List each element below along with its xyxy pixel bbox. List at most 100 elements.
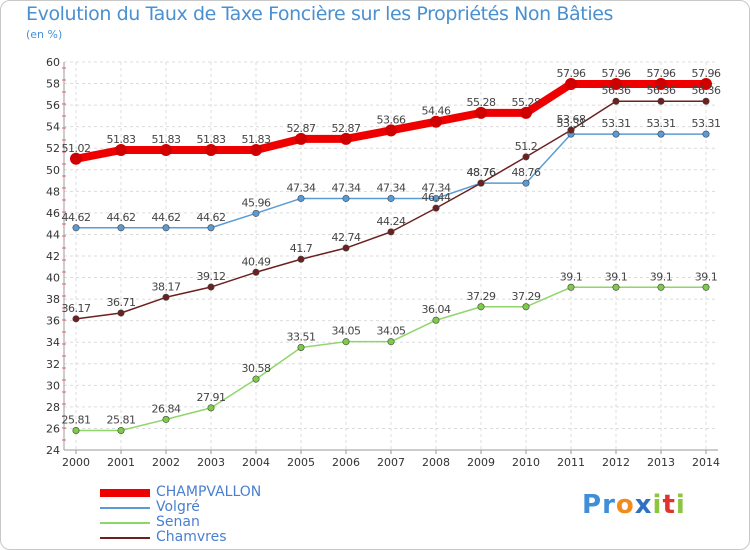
data-label: 42.74 — [332, 231, 361, 244]
x-tick-label: 2013 — [647, 456, 675, 469]
data-label: 44.62 — [62, 211, 91, 224]
legend-label-volgre: Volgré — [156, 499, 200, 515]
x-tick-label: 2007 — [377, 456, 405, 469]
data-point-volgré — [342, 194, 350, 202]
data-label: 51.83 — [152, 133, 181, 146]
y-tick-label: 58 — [46, 78, 60, 91]
x-tick-label: 2002 — [152, 456, 180, 469]
x-tick-label: 2009 — [467, 456, 495, 469]
data-point-chamvres — [342, 244, 350, 252]
data-point-volgré — [207, 224, 215, 232]
y-tick-label: 26 — [46, 422, 60, 435]
y-tick-label: 24 — [46, 444, 60, 457]
data-point-champvallon — [115, 144, 127, 157]
data-point-senan — [387, 338, 395, 346]
y-tick-label: 40 — [46, 272, 60, 285]
data-point-senan — [162, 415, 170, 423]
data-point-champvallon — [610, 77, 622, 90]
data-point-champvallon — [340, 132, 352, 145]
data-point-chamvres — [162, 293, 170, 301]
data-point-chamvres — [567, 126, 575, 134]
data-point-senan — [432, 316, 440, 324]
x-tick-label: 2001 — [107, 456, 135, 469]
data-point-senan — [117, 426, 125, 434]
data-label: 55.28 — [467, 96, 496, 109]
data-label: 51.83 — [197, 133, 226, 146]
data-point-champvallon — [295, 132, 307, 145]
data-label: 45.96 — [242, 196, 271, 209]
y-tick-label: 48 — [46, 185, 60, 198]
data-point-chamvres — [72, 315, 80, 323]
data-label: 47.34 — [422, 181, 451, 194]
legend-swatch-chamvres — [100, 537, 150, 539]
data-point-chamvres — [522, 153, 530, 161]
data-point-senan — [522, 303, 530, 311]
data-label: 56.36 — [692, 84, 721, 97]
y-tick-label: 46 — [46, 207, 60, 220]
data-point-chamvres — [477, 179, 485, 187]
legend: CHAMPVALLON Volgré Senan Chamvres — [100, 484, 340, 546]
data-point-chamvres — [207, 283, 215, 291]
data-point-chamvres — [702, 97, 710, 105]
x-tick-label: 2004 — [242, 456, 270, 469]
data-point-senan — [567, 283, 575, 291]
data-label: 55.28 — [512, 96, 541, 109]
data-point-senan — [612, 283, 620, 291]
y-tick-label: 38 — [46, 293, 60, 306]
data-label: 38.17 — [152, 280, 181, 293]
legend-swatch-volgre — [100, 507, 150, 509]
data-label: 33.51 — [287, 331, 316, 344]
data-point-volgré — [252, 209, 260, 217]
data-point-champvallon — [565, 77, 577, 90]
data-label: 34.05 — [377, 325, 406, 338]
data-point-senan — [207, 404, 215, 412]
data-point-senan — [252, 375, 260, 383]
data-label: 56.36 — [647, 84, 676, 97]
x-tick-label: 2012 — [602, 456, 630, 469]
data-point-senan — [477, 303, 485, 311]
data-label: 44.62 — [152, 211, 181, 224]
legend-label-champvallon: CHAMPVALLON — [156, 484, 262, 500]
data-point-champvallon — [205, 144, 217, 157]
y-tick-label: 28 — [46, 401, 60, 414]
data-point-senan — [702, 283, 710, 291]
data-label: 48.76 — [467, 166, 496, 179]
data-point-volgré — [432, 194, 440, 202]
data-label: 36.04 — [422, 303, 451, 316]
data-point-senan — [657, 283, 665, 291]
y-tick-label: 32 — [46, 358, 60, 371]
data-point-volgré — [702, 130, 710, 138]
data-point-champvallon — [655, 77, 667, 90]
data-point-senan — [342, 338, 350, 346]
y-tick-label: 56 — [46, 99, 60, 112]
y-tick-label: 30 — [46, 379, 60, 392]
data-point-chamvres — [657, 97, 665, 105]
data-label: 37.29 — [467, 290, 496, 303]
data-label: 25.81 — [107, 413, 136, 426]
data-point-chamvres — [387, 228, 395, 236]
legend-item-senan: Senan — [100, 514, 340, 531]
y-tick-label: 42 — [46, 250, 60, 263]
data-point-volgré — [72, 224, 80, 232]
data-point-chamvres — [117, 309, 125, 317]
data-label: 39.12 — [197, 270, 226, 283]
x-tick-label: 2003 — [197, 456, 225, 469]
data-label: 39.1 — [695, 270, 718, 283]
x-tick-label: 2005 — [287, 456, 315, 469]
data-point-volgré — [657, 130, 665, 138]
data-label: 44.24 — [377, 215, 406, 228]
x-tick-label: 2000 — [62, 456, 90, 469]
data-point-champvallon — [520, 106, 532, 119]
data-point-chamvres — [432, 204, 440, 212]
data-point-champvallon — [250, 144, 262, 157]
data-label: 47.34 — [377, 181, 406, 194]
data-label: 53.31 — [602, 117, 631, 130]
data-label: 54.46 — [422, 105, 451, 118]
data-point-volgré — [117, 224, 125, 232]
chart-title: Evolution du Taux de Taxe Foncière sur l… — [26, 3, 614, 25]
data-label: 57.96 — [647, 67, 676, 80]
y-tick-label: 44 — [46, 228, 60, 241]
data-point-champvallon — [475, 106, 487, 119]
data-label: 51.2 — [515, 140, 538, 153]
